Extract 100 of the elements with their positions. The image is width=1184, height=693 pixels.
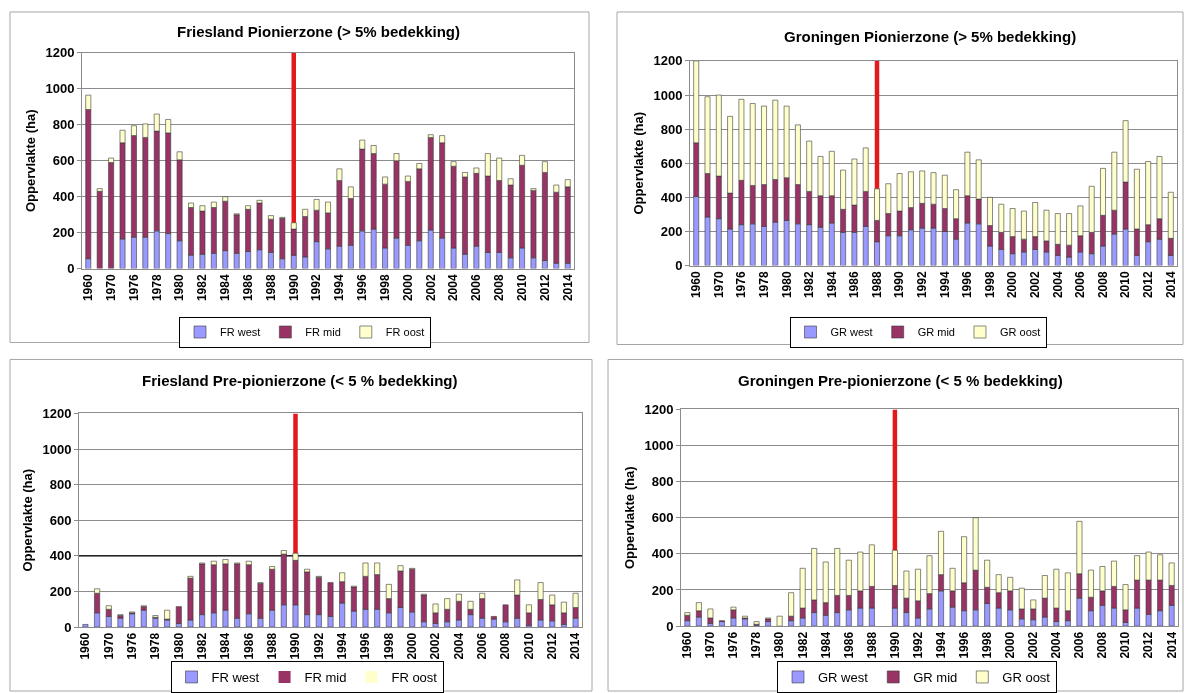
x-tick-label: 2010 [514, 274, 529, 302]
x-tick-label: 1970 [711, 271, 726, 299]
x-tick-label: 1992 [311, 632, 326, 660]
x-tick-label: 2002 [1028, 271, 1043, 299]
x-tick-label: 1980 [779, 271, 794, 299]
y-tick-label: 1000 [653, 87, 683, 103]
y-tick-label: 600 [660, 155, 683, 171]
x-tick-label: 1992 [910, 631, 925, 659]
x-tick-label: 1988 [265, 632, 280, 660]
x-tick-label: 1994 [933, 631, 948, 659]
x-tick-label: 1982 [802, 271, 817, 299]
x-tick-label: 1996 [355, 274, 370, 302]
y-tick-label: 1000 [42, 441, 72, 457]
y-tick-label: 200 [52, 225, 75, 241]
x-tick-label: 2006 [469, 274, 484, 302]
y-tick-label: 400 [49, 548, 72, 564]
x-tick-label: 1980 [772, 631, 787, 659]
y-tick-label: 600 [52, 153, 75, 169]
x-tick-label: 1984 [818, 631, 833, 659]
y-tick-label: 200 [651, 582, 674, 598]
x-tick-label: 1996 [960, 271, 975, 299]
legend-label: FR west [211, 670, 260, 686]
chart-title: Groningen Pionierzone (> 5% bedekking) [784, 28, 1077, 45]
x-tick-label: 2002 [1026, 631, 1041, 659]
x-tick-label: 2012 [545, 632, 560, 660]
x-tick-label: 1990 [892, 271, 907, 299]
x-tick-label: 1982 [795, 631, 810, 659]
y-tick-label: 800 [52, 117, 75, 133]
legend-label: FR oost [385, 326, 425, 339]
legend-label: FR west [220, 326, 261, 339]
x-tick-label: 1998 [377, 274, 392, 302]
x-tick-label: 1994 [937, 271, 952, 299]
x-tick-label: 2014 [1164, 631, 1179, 659]
x-tick-label: 2004 [451, 632, 466, 660]
x-tick-label: 1960 [78, 632, 93, 660]
y-tick-label: 800 [660, 121, 683, 137]
x-tick-label: 1988 [263, 274, 278, 302]
y-axis-title: Oppervlakte (ha) [23, 109, 39, 213]
y-tick-label: 0 [666, 618, 674, 634]
x-tick-label: 2008 [1095, 271, 1110, 299]
x-tick-label: 2008 [492, 274, 507, 302]
x-tick-label: 1978 [756, 271, 771, 299]
x-tick-label: 2008 [1095, 631, 1110, 659]
x-tick-label: 2002 [423, 274, 438, 302]
x-tick-label: 1978 [749, 631, 764, 659]
x-tick-label: 2002 [428, 632, 443, 660]
x-tick-label: 1990 [286, 274, 301, 302]
x-tick-label: 2010 [1118, 271, 1133, 299]
legend-label: FR mid [304, 670, 347, 686]
chart-title: Groningen Pre-pionierzone (< 5 % bedekking) [738, 372, 1063, 389]
x-tick-label: 1996 [358, 632, 373, 660]
y-axis-title: Oppervlakte (ha) [20, 468, 36, 572]
x-tick-label: 2000 [1003, 631, 1018, 659]
x-tick-label: 1980 [171, 632, 186, 660]
x-tick-label: 2014 [568, 632, 583, 660]
x-tick-label: 2010 [1118, 631, 1133, 659]
x-tick-label: 2004 [446, 274, 461, 302]
x-tick-label: 1960 [680, 631, 695, 659]
x-tick-label: 1992 [915, 271, 930, 299]
x-tick-label: 1998 [980, 631, 995, 659]
x-tick-label: 2010 [521, 632, 536, 660]
x-tick-label: 2012 [1141, 631, 1156, 659]
y-tick-label: 1200 [45, 45, 75, 61]
y-tick-label: 1200 [644, 401, 674, 417]
x-tick-label: 1982 [195, 274, 210, 302]
x-tick-label: 2004 [1050, 271, 1065, 299]
y-tick-label: 0 [675, 258, 683, 274]
y-tick-label: 400 [660, 189, 683, 205]
x-tick-label: 2000 [405, 632, 420, 660]
y-axis-title: Oppervlakte (ha) [631, 111, 647, 215]
x-tick-label: 1994 [335, 632, 350, 660]
y-tick-label: 1200 [653, 53, 683, 69]
chart-title: Friesland Pionierzone (> 5% bedekking) [177, 23, 460, 40]
x-tick-label: 1986 [841, 631, 856, 659]
legend-label: FR oost [391, 670, 438, 686]
legend-label: GR oost [1002, 670, 1051, 686]
y-tick-label: 0 [64, 619, 72, 635]
x-tick-label: 1988 [869, 271, 884, 299]
x-tick-label: 1970 [101, 632, 116, 660]
x-tick-label: 1978 [149, 274, 164, 302]
legend-label: GR mid [917, 326, 955, 339]
legend-label: GR west [830, 326, 873, 339]
x-tick-label: 1998 [381, 632, 396, 660]
x-tick-label: 1984 [218, 274, 233, 302]
legend-label: FR mid [305, 326, 341, 339]
y-tick-label: 600 [49, 512, 72, 528]
x-tick-label: 1976 [734, 271, 749, 299]
y-tick-label: 600 [651, 510, 674, 526]
x-tick-label: 2014 [1163, 271, 1178, 299]
y-tick-label: 200 [660, 224, 683, 240]
x-tick-label: 2004 [1049, 631, 1064, 659]
x-tick-label: 1984 [218, 632, 233, 660]
x-tick-label: 1960 [689, 271, 704, 299]
y-tick-label: 800 [49, 477, 72, 493]
x-tick-label: 1990 [288, 632, 303, 660]
y-tick-label: 200 [49, 584, 72, 600]
x-tick-label: 1986 [847, 271, 862, 299]
x-tick-label: 2006 [475, 632, 490, 660]
legend-label: GR west [818, 670, 869, 686]
x-tick-label: 1994 [332, 274, 347, 302]
